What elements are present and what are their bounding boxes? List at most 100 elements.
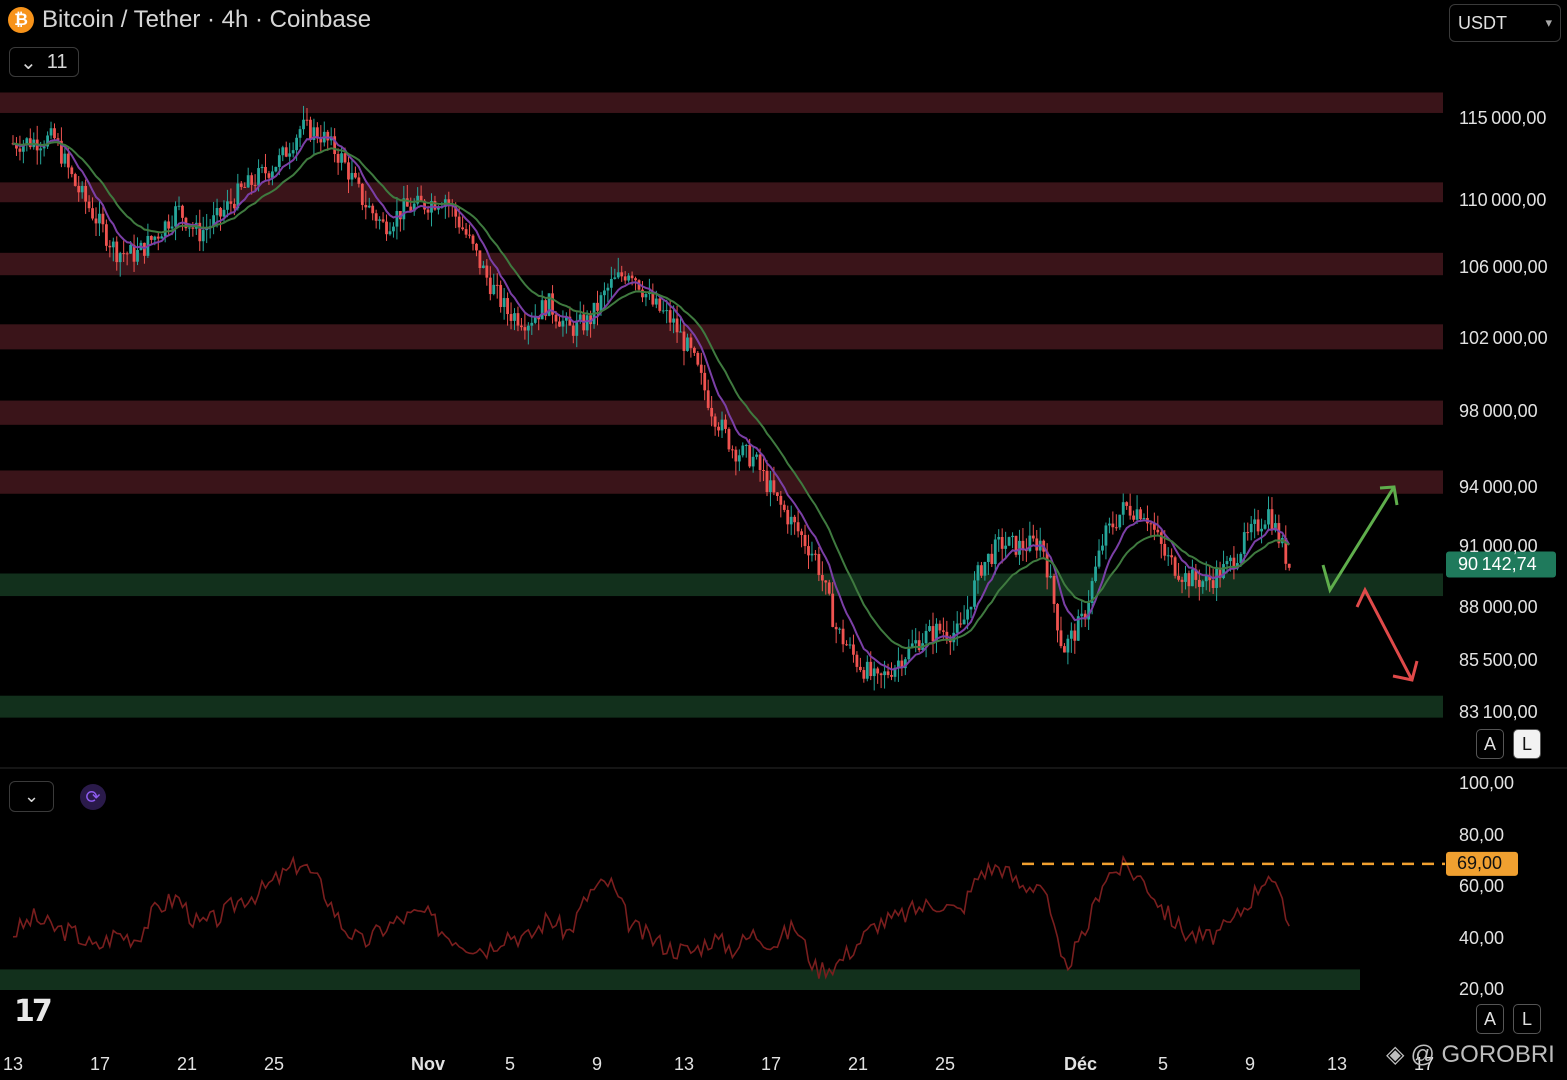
candle-body	[1184, 573, 1187, 582]
candle-body	[340, 153, 343, 163]
currency-select[interactable]: USDT ▾	[1449, 4, 1561, 42]
candle-body	[1090, 581, 1094, 603]
rsi-auto-scale-button[interactable]: A	[1476, 1004, 1504, 1034]
candle-body	[772, 480, 776, 493]
support-zone	[0, 695, 1443, 718]
candle-body	[1197, 579, 1201, 587]
symbol-title[interactable]: ₿ Bitcoin / Tether · 4h · Coinbase	[8, 6, 371, 34]
candle-body	[502, 298, 506, 307]
candle-body	[675, 318, 679, 333]
candle-body	[405, 198, 409, 207]
candle-body	[1083, 613, 1087, 620]
rsi-log-scale-button[interactable]: L	[1513, 1004, 1541, 1034]
candle-body	[149, 235, 153, 240]
candle-body	[796, 522, 800, 532]
candle-body	[568, 316, 572, 326]
candle-body	[1263, 524, 1267, 529]
candle-body	[132, 244, 136, 262]
candle-body	[1287, 563, 1291, 568]
candle-body	[160, 236, 164, 239]
resistance-zone	[0, 182, 1443, 203]
candle-body	[49, 128, 53, 136]
candle-body	[820, 575, 824, 581]
candle-body	[122, 253, 126, 255]
candle-body	[689, 337, 693, 348]
candle-body	[1239, 553, 1243, 564]
chevron-down-icon: ▾	[1545, 15, 1552, 30]
candle-body	[986, 553, 990, 562]
candle-body	[983, 561, 987, 576]
candle-body	[343, 153, 347, 163]
candle-body	[315, 127, 319, 139]
candle-body	[558, 321, 561, 327]
candle-body	[1142, 517, 1146, 520]
candle-body	[907, 646, 911, 660]
rsi-tick-label: 40,00	[1459, 927, 1505, 948]
candle-body	[447, 199, 451, 205]
candle-body	[596, 302, 599, 311]
candle-body	[869, 661, 873, 677]
candle-body	[893, 667, 897, 677]
candle-body	[305, 119, 309, 121]
candle-body	[807, 546, 810, 556]
tradingview-logo[interactable]: TV17	[14, 994, 53, 1029]
candle-body	[25, 138, 29, 145]
candle-body	[731, 449, 734, 451]
rsi-tick-label: 60,00	[1459, 876, 1505, 896]
candle-body	[554, 314, 558, 322]
candle-body	[1139, 509, 1142, 520]
time-tick-label: 17	[760, 1054, 782, 1074]
candle-body	[402, 198, 406, 220]
indicators-toggle-button[interactable]: ⌄ 11	[9, 47, 79, 77]
candle-body	[1114, 527, 1118, 529]
candle-body	[765, 470, 769, 493]
candle-body	[198, 222, 202, 242]
candle-body	[1152, 523, 1156, 530]
candle-body	[858, 666, 862, 671]
candle-body	[1004, 545, 1008, 549]
candle-body	[720, 419, 724, 431]
log-scale-button[interactable]: L	[1513, 729, 1541, 759]
candle-body	[1018, 540, 1021, 555]
candle-body	[734, 449, 738, 462]
candle-body	[980, 565, 983, 576]
candle-body	[1149, 523, 1153, 525]
candle-body	[838, 628, 842, 630]
candle-body	[350, 172, 354, 180]
candle-body	[935, 623, 938, 642]
candle-body	[1274, 523, 1277, 531]
price-tick-label: 110 000,00	[1459, 189, 1547, 210]
rsi-collapse-button[interactable]: ⌄	[9, 781, 54, 812]
candle-body	[744, 445, 748, 447]
candle-body	[111, 241, 115, 248]
candle-body	[63, 153, 67, 164]
candle-body	[46, 135, 49, 147]
candle-body	[274, 166, 278, 172]
candle-body	[360, 183, 364, 205]
candle-body	[28, 138, 32, 148]
candle-body	[1069, 630, 1073, 639]
candle-body	[644, 294, 648, 298]
price-tick-label: 106 000,00	[1459, 257, 1548, 278]
candle-body	[461, 227, 465, 230]
candle-body	[910, 643, 914, 647]
candle-body	[931, 626, 935, 642]
auto-scale-button[interactable]: A	[1476, 729, 1504, 759]
candle-body	[378, 219, 382, 221]
candle-body	[769, 480, 772, 493]
candle-body	[827, 582, 831, 594]
candle-body	[789, 516, 793, 525]
candle-body	[841, 628, 845, 645]
candle-body	[672, 318, 676, 323]
refresh-icon[interactable]: ⟳	[80, 784, 106, 810]
symbol-title-text: Bitcoin / Tether · 4h · Coinbase	[42, 6, 372, 33]
candle-body	[191, 227, 195, 229]
up-arrow-head	[1379, 485, 1399, 506]
candle-body	[962, 619, 966, 625]
candle-body	[890, 674, 893, 677]
candle-body	[163, 221, 167, 237]
candle-body	[388, 231, 392, 235]
candle-body	[727, 428, 731, 450]
candle-body	[1204, 575, 1208, 582]
